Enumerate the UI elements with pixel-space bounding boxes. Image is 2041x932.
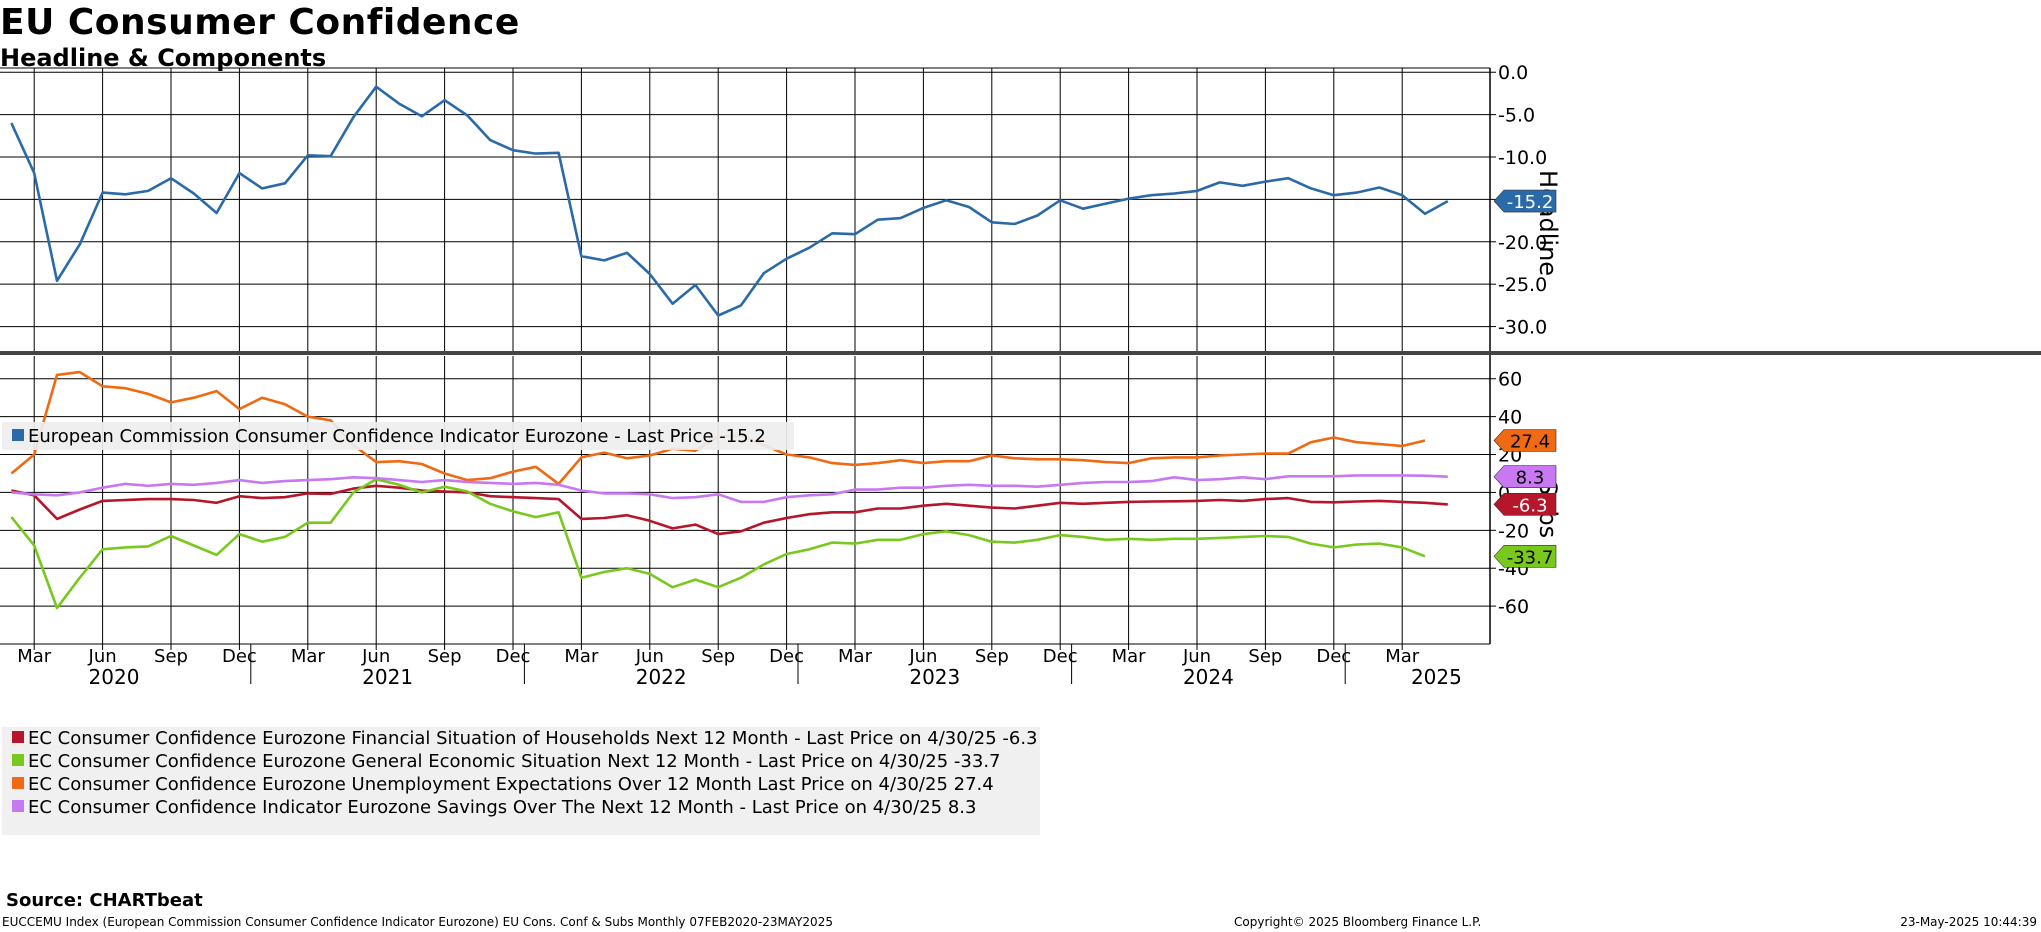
x-month-label: Jun bbox=[635, 646, 664, 667]
x-month-label: Sep bbox=[701, 646, 735, 667]
footer-ticker-info: EUCCEMU Index (European Commission Consu… bbox=[2, 915, 833, 929]
x-year-label: 2022 bbox=[636, 665, 687, 689]
x-year-label: 2021 bbox=[362, 665, 413, 689]
general-last-marker-text: -33.7 bbox=[1507, 547, 1554, 568]
x-month-label: Dec bbox=[496, 646, 531, 667]
headline-last-marker-shape bbox=[1493, 189, 1557, 213]
bottom-legend-text: EC Consumer Confidence Eurozone Unemploy… bbox=[28, 774, 994, 795]
x-month-label: Mar bbox=[564, 646, 599, 667]
bottom-legend-swatch bbox=[12, 754, 24, 766]
top-y-axis-title: Headline bbox=[1534, 170, 1562, 276]
top-legend-text: European Commission Consumer Confidence … bbox=[28, 426, 766, 447]
bottom-legend-swatch bbox=[12, 731, 24, 743]
savings-last-marker: 8.3 bbox=[1493, 465, 1557, 489]
x-month-label: Mar bbox=[1112, 646, 1147, 667]
top-y-tick-label: -25.0 bbox=[1498, 274, 1547, 296]
x-year-label: 2023 bbox=[909, 665, 960, 689]
general-series-line bbox=[10, 477, 1426, 610]
savings-last-marker-shape bbox=[1493, 465, 1557, 488]
bottom-legend-text: EC Consumer Confidence Eurozone General … bbox=[28, 751, 1001, 772]
bottom-y-tick-label: 40 bbox=[1498, 407, 1522, 429]
headline-last-marker: -15.2 bbox=[1493, 189, 1557, 213]
financial-last-marker: -6.3 bbox=[1493, 493, 1557, 516]
bottom-y-tick-label: -20 bbox=[1498, 520, 1529, 542]
headline-last-marker-text: -15.2 bbox=[1507, 192, 1554, 213]
panel-divider bbox=[0, 351, 2041, 355]
bottom-legend-swatch bbox=[12, 800, 24, 812]
savings-last-marker-text: 8.3 bbox=[1516, 468, 1545, 489]
x-month-label: Mar bbox=[17, 646, 52, 667]
bottom-legend-text: EC Consumer Confidence Indicator Eurozon… bbox=[28, 797, 976, 818]
x-month-label: Mar bbox=[838, 646, 873, 667]
savings-series-line bbox=[11, 474, 1448, 504]
x-year-label: 2025 bbox=[1411, 665, 1462, 689]
unemployment-last-marker-shape bbox=[1493, 429, 1557, 452]
general-last-marker-shape bbox=[1493, 544, 1557, 568]
general-last-marker: -33.7 bbox=[1493, 544, 1557, 568]
x-month-label: Dec bbox=[1043, 646, 1078, 667]
financial-series-line bbox=[11, 484, 1448, 536]
financial-last-marker-text: -6.3 bbox=[1512, 495, 1547, 516]
top-y-tick-label: -5.0 bbox=[1498, 105, 1535, 127]
bottom-legend-text: EC Consumer Confidence Eurozone Financia… bbox=[28, 728, 1038, 749]
x-month-label: Mar bbox=[291, 646, 326, 667]
source-note: Source: CHARTbeat bbox=[6, 890, 203, 911]
bottom-legend-box bbox=[2, 727, 1040, 835]
financial-last-marker-shape bbox=[1493, 493, 1557, 516]
top-y-tick-label: -20.0 bbox=[1498, 232, 1547, 254]
x-month-label: Mar bbox=[1385, 646, 1420, 667]
x-month-label: Dec bbox=[769, 646, 804, 667]
x-month-label: Dec bbox=[222, 646, 257, 667]
x-month-label: Sep bbox=[1248, 646, 1282, 667]
x-month-label: Jun bbox=[361, 646, 390, 667]
bottom-y-tick-label: 60 bbox=[1498, 369, 1522, 391]
footer-timestamp: 23-May-2025 10:44:39 bbox=[1900, 915, 2037, 929]
unemployment-last-marker: 27.4 bbox=[1493, 429, 1557, 453]
footer-copyright: Copyright© 2025 Bloomberg Finance L.P. bbox=[1234, 915, 1482, 929]
x-month-label: Sep bbox=[975, 646, 1009, 667]
top-legend-swatch bbox=[12, 429, 24, 441]
chart-title: EU Consumer Confidence bbox=[0, 2, 520, 43]
headline-series-line bbox=[10, 85, 1449, 317]
top-y-tick-label: -10.0 bbox=[1498, 147, 1547, 169]
x-month-label: Dec bbox=[1316, 646, 1351, 667]
x-month-label: Jun bbox=[1182, 646, 1211, 667]
x-year-label: 2024 bbox=[1183, 665, 1234, 689]
x-month-label: Jun bbox=[908, 646, 937, 667]
chart-subtitle: Headline & Components bbox=[0, 44, 327, 72]
x-month-label: Jun bbox=[88, 646, 117, 667]
bottom-legend-swatch bbox=[12, 777, 24, 789]
x-year-label: 2020 bbox=[89, 665, 140, 689]
top-legend-box bbox=[2, 422, 794, 450]
x-month-label: Sep bbox=[428, 646, 462, 667]
bottom-y-tick-label: -60 bbox=[1498, 596, 1529, 618]
x-month-label: Sep bbox=[154, 646, 188, 667]
top-y-tick-label: 0.0 bbox=[1498, 62, 1528, 84]
top-y-tick-label: -30.0 bbox=[1498, 317, 1547, 339]
unemployment-last-marker-text: 27.4 bbox=[1510, 432, 1550, 453]
